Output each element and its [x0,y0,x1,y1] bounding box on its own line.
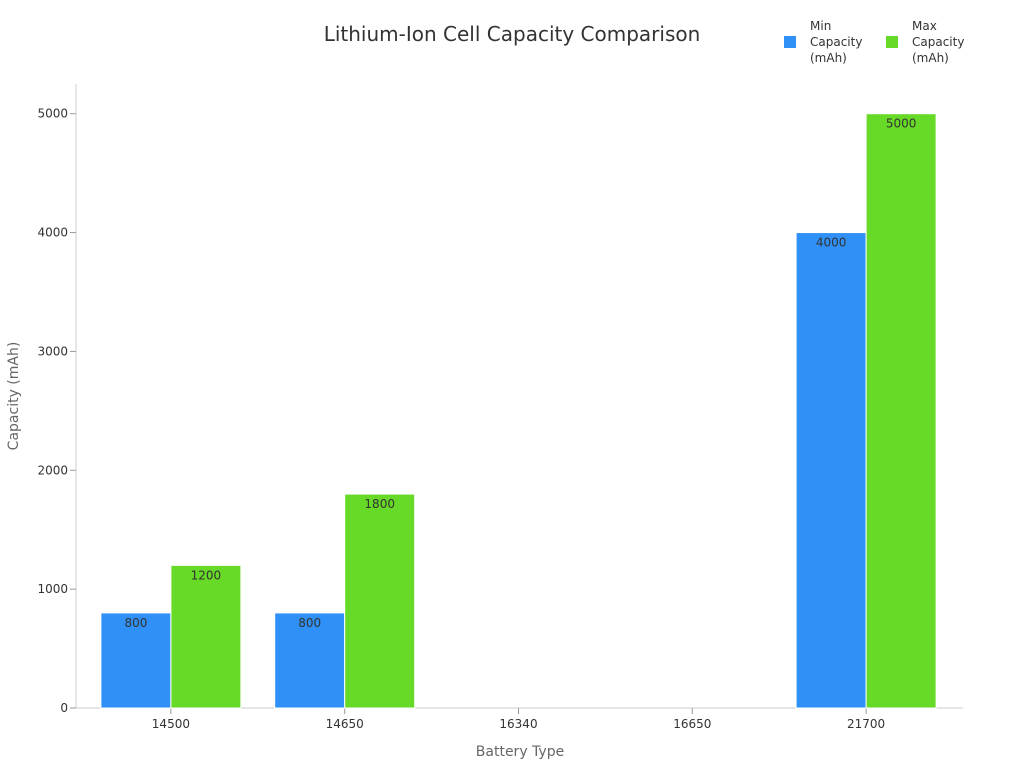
bar-max-14650[interactable] [344,493,416,709]
legend-label-min: Min Capacity (mAh) [810,19,863,65]
x-tick-label: 14650 [326,717,364,731]
x-tick-label: 16650 [673,717,711,731]
y-axis-label: Capacity (mAh) [6,342,22,451]
x-tick-label: 14500 [152,717,190,731]
y-tick-label: 1000 [37,582,68,596]
y-tick-label: 2000 [37,463,68,477]
x-tick-label: 16340 [499,717,537,731]
bar-min-14650[interactable] [274,612,346,709]
bar-min-14500[interactable] [100,612,172,709]
x-tick-label: 21700 [847,717,885,731]
legend: Min Capacity (mAh) Max Capacity (mAh) [784,18,970,66]
data-label: 800 [298,616,321,630]
x-axis-label: Battery Type [476,744,564,760]
legend-item-max[interactable]: Max Capacity (mAh) [886,18,970,66]
bar-min-21700[interactable] [795,232,867,709]
data-label: 800 [124,616,147,630]
legend-swatch-min [784,36,796,48]
data-label: 1800 [364,497,395,511]
bar-max-14500[interactable] [170,564,242,709]
bar-max-21700[interactable] [865,113,937,709]
data-label: 4000 [816,236,847,250]
y-tick-label: 4000 [37,226,68,240]
data-label: 5000 [886,117,917,131]
legend-swatch-max [886,36,898,48]
y-tick-label: 0 [60,701,68,715]
y-tick-label: 5000 [37,107,68,121]
legend-label-max: Max Capacity (mAh) [912,19,965,65]
chart-title: Lithium-Ion Cell Capacity Comparison [323,22,701,46]
legend-item-min[interactable]: Min Capacity (mAh) [784,18,868,66]
y-tick-label: 3000 [37,344,68,358]
data-label: 1200 [191,568,222,582]
